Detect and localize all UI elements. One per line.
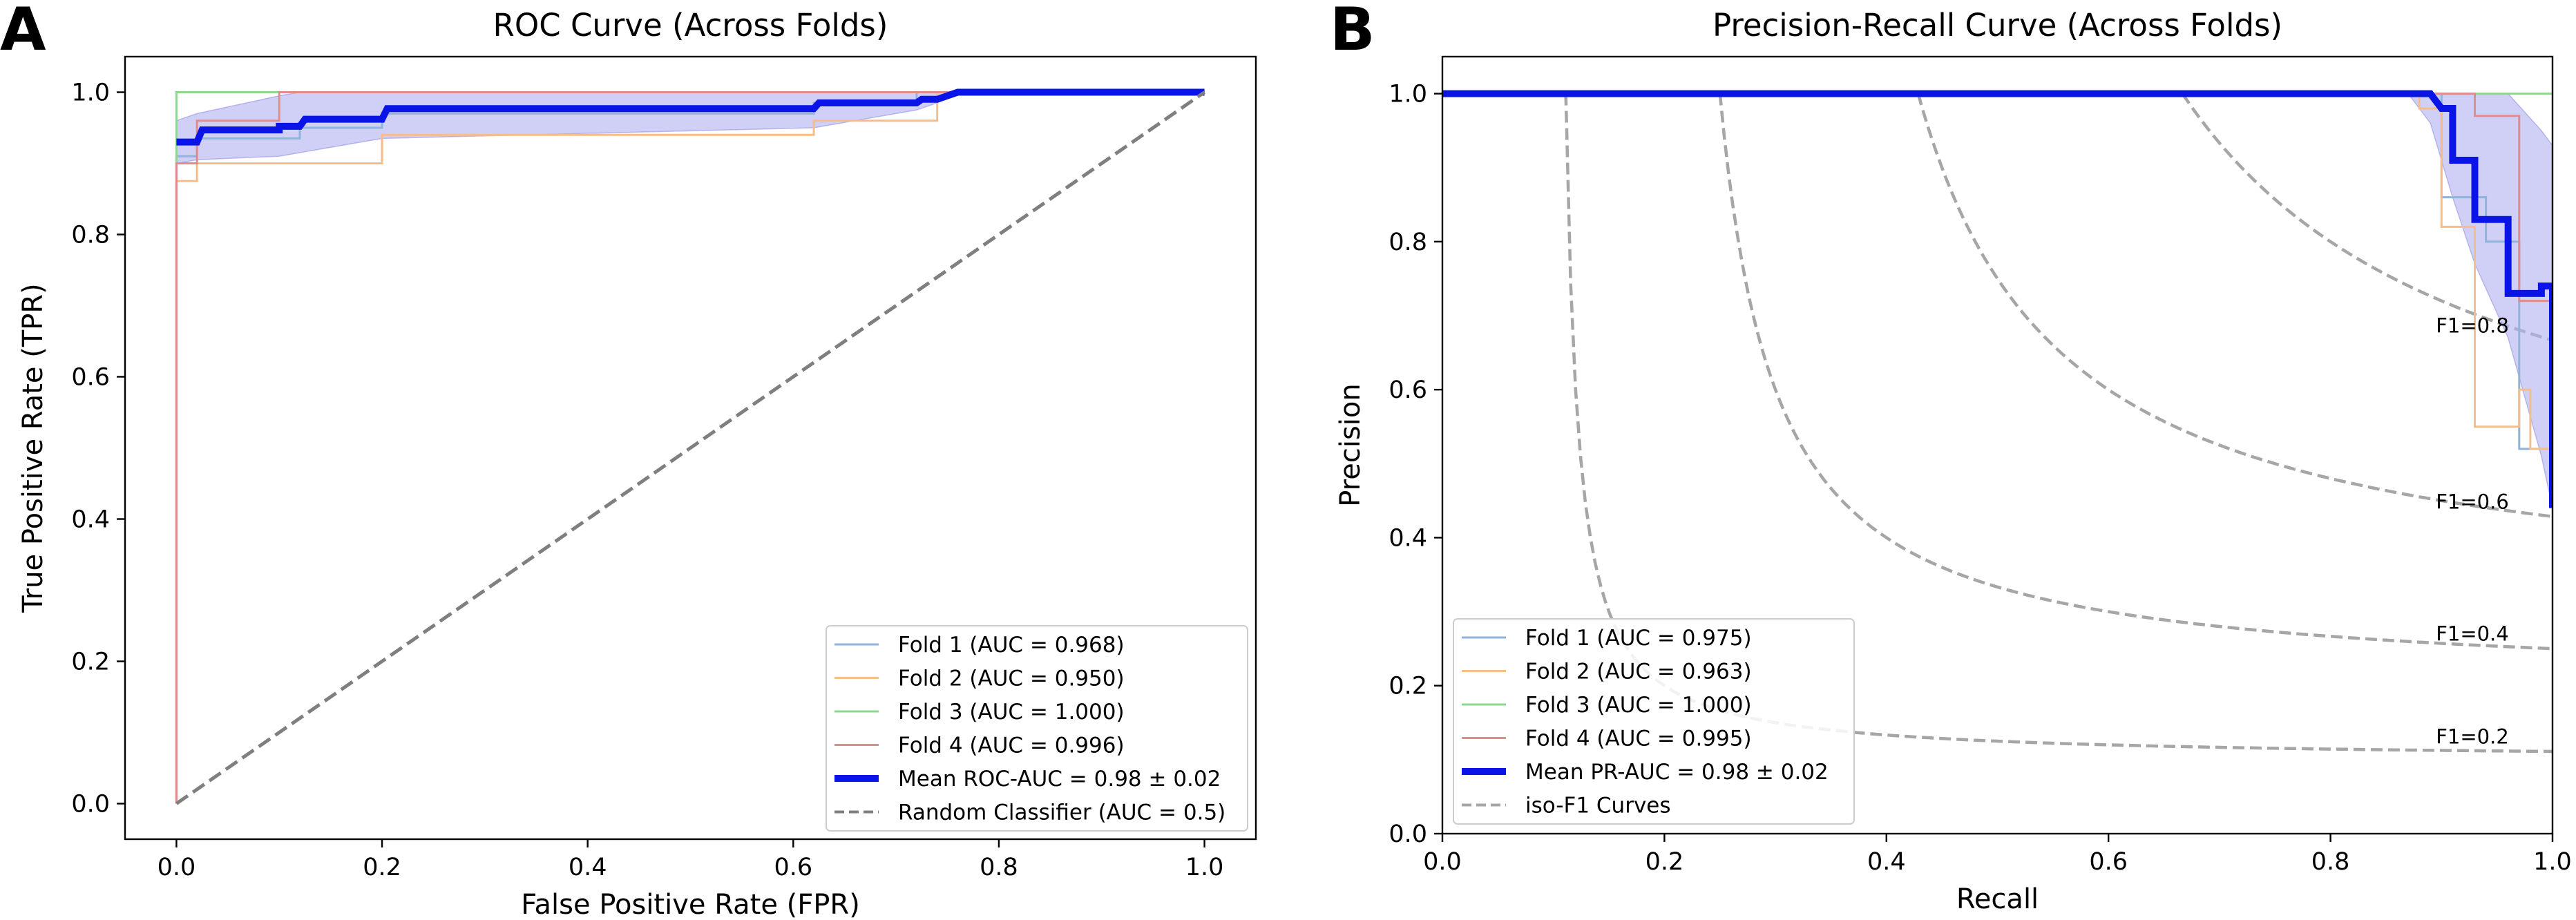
- pr-axes-frame: [1441, 55, 2554, 835]
- legend-box: [1453, 618, 1855, 825]
- y-tick-label: 1.0: [71, 79, 110, 107]
- roc-y-axis-label: True Positive Rate (TPR): [17, 283, 49, 613]
- y-tick-label: 1.0: [1389, 81, 1427, 108]
- panel-roc: A ROC Curve (Across Folds) 0.0 0.2 0.4 0.6 0…: [0, 0, 1257, 920]
- legend-label: Fold 4 (AUC = 0.995): [1525, 727, 1752, 751]
- pr-y-axis-label: Precision: [1335, 383, 1366, 506]
- iso-f1-curve-0.6: [1916, 93, 2553, 519]
- pr-x-axis-label: Recall: [1956, 883, 2039, 915]
- y-tick-label: 0.8: [1389, 229, 1427, 256]
- iso-f1-curve-0.8: [2181, 93, 2553, 342]
- roc-legend: Fold 1 (AUC = 0.968) Fold 2 (AUC = 0.950)…: [826, 625, 1248, 832]
- roc-ticks: 0.0 0.2 0.4 0.6 0.8 1.0 0.0 0.2 0.4 0.6 0.8 1.0: [71, 79, 1223, 882]
- y-tick-label: 0.0: [71, 791, 110, 818]
- legend-label: Fold 3 (AUC = 1.000): [1525, 693, 1752, 718]
- iso-f1-label: F1=0.6: [2436, 490, 2509, 513]
- legend-box: [826, 625, 1248, 832]
- series-line-2: [1442, 93, 2553, 450]
- legend-label: Mean PR-AUC = 0.98 ± 0.02: [1525, 760, 1829, 785]
- series-line-6: [175, 90, 1206, 805]
- x-tick-label: 0.0: [158, 854, 196, 881]
- x-tick-label: 0.0: [1423, 848, 1462, 876]
- x-tick-label: 0.6: [774, 854, 812, 881]
- roc-plot-title: ROC Curve (Across Folds): [493, 7, 888, 44]
- legend-label: Mean ROC-AUC = 0.98 ± 0.02: [898, 767, 1221, 792]
- std-band: [1442, 93, 2553, 508]
- series-line-5: [1442, 90, 2553, 508]
- pr-legend: Fold 1 (AUC = 0.975) Fold 2 (AUC = 0.963)…: [1453, 618, 1855, 825]
- series-line-4: [1442, 93, 2553, 303]
- y-tick-label: 0.2: [1389, 673, 1427, 700]
- panel-letter-b: B: [1330, 0, 1375, 64]
- y-tick-label: 0.8: [71, 222, 110, 249]
- x-tick-label: 0.8: [2311, 848, 2350, 876]
- y-tick-label: 0.0: [1389, 821, 1427, 848]
- y-tick-label: 0.4: [71, 506, 110, 534]
- legend-label: Fold 2 (AUC = 0.950): [898, 667, 1125, 691]
- panel-letter-a: A: [0, 0, 46, 64]
- series-line-4: [175, 91, 1205, 804]
- legend-label: Fold 1 (AUC = 0.968): [898, 633, 1125, 658]
- x-tick-label: 1.0: [2533, 848, 2572, 876]
- roc-x-axis-label: False Positive Rate (FPR): [521, 889, 860, 920]
- legend-label: Fold 3 (AUC = 1.000): [898, 700, 1125, 725]
- legend-label: Random Classifier (AUC = 0.5): [898, 801, 1225, 825]
- y-tick-label: 0.2: [71, 649, 110, 676]
- x-tick-label: 0.2: [1645, 848, 1684, 876]
- legend-label: Fold 1 (AUC = 0.975): [1525, 626, 1752, 651]
- x-tick-label: 0.2: [363, 854, 401, 881]
- clipped-marks: [1442, 90, 2553, 754]
- y-tick-label: 0.6: [71, 364, 110, 392]
- pr-plot-area: F1=0.2 F1=0.4 F1=0.6 F1=0.8: [1442, 90, 2553, 754]
- series-line-5: [176, 88, 1205, 146]
- x-tick-label: 0.4: [1867, 848, 1906, 876]
- y-tick-label: 0.4: [1389, 524, 1427, 552]
- pr-ticks: 0.0 0.2 0.4 0.6 0.8 1.0 0.0 0.2 0.4 0.6 0.8 1.0: [1389, 81, 2572, 876]
- x-tick-label: 0.8: [980, 854, 1018, 881]
- iso-f1-curve-0.2: [1564, 93, 2553, 754]
- clipped-marks: [175, 88, 1206, 805]
- legend-label: iso-F1 Curves: [1525, 794, 1671, 818]
- iso-f1-label: F1=0.8: [2436, 314, 2509, 337]
- x-tick-label: 0.6: [2089, 848, 2128, 876]
- iso-f1-curve-0.4: [1718, 93, 2553, 651]
- roc-plot-area: [175, 88, 1206, 805]
- iso-f1-label: F1=0.4: [2436, 622, 2509, 646]
- series-line-1: [1442, 93, 2553, 450]
- y-tick-label: 0.6: [1389, 376, 1427, 404]
- legend-label: Fold 2 (AUC = 0.963): [1525, 660, 1752, 684]
- legend-label: Fold 4 (AUC = 0.996): [898, 734, 1125, 758]
- roc-axes-frame: [124, 55, 1257, 841]
- x-tick-label: 0.4: [569, 854, 607, 881]
- pr-plot-title: Precision-Recall Curve (Across Folds): [1712, 7, 2282, 44]
- x-tick-label: 1.0: [1185, 854, 1224, 881]
- iso-f1-label: F1=0.2: [2436, 725, 2509, 749]
- panel-pr: B Precision-Recall Curve (Across Folds) …: [1330, 0, 2572, 915]
- series-line-2: [175, 91, 1205, 804]
